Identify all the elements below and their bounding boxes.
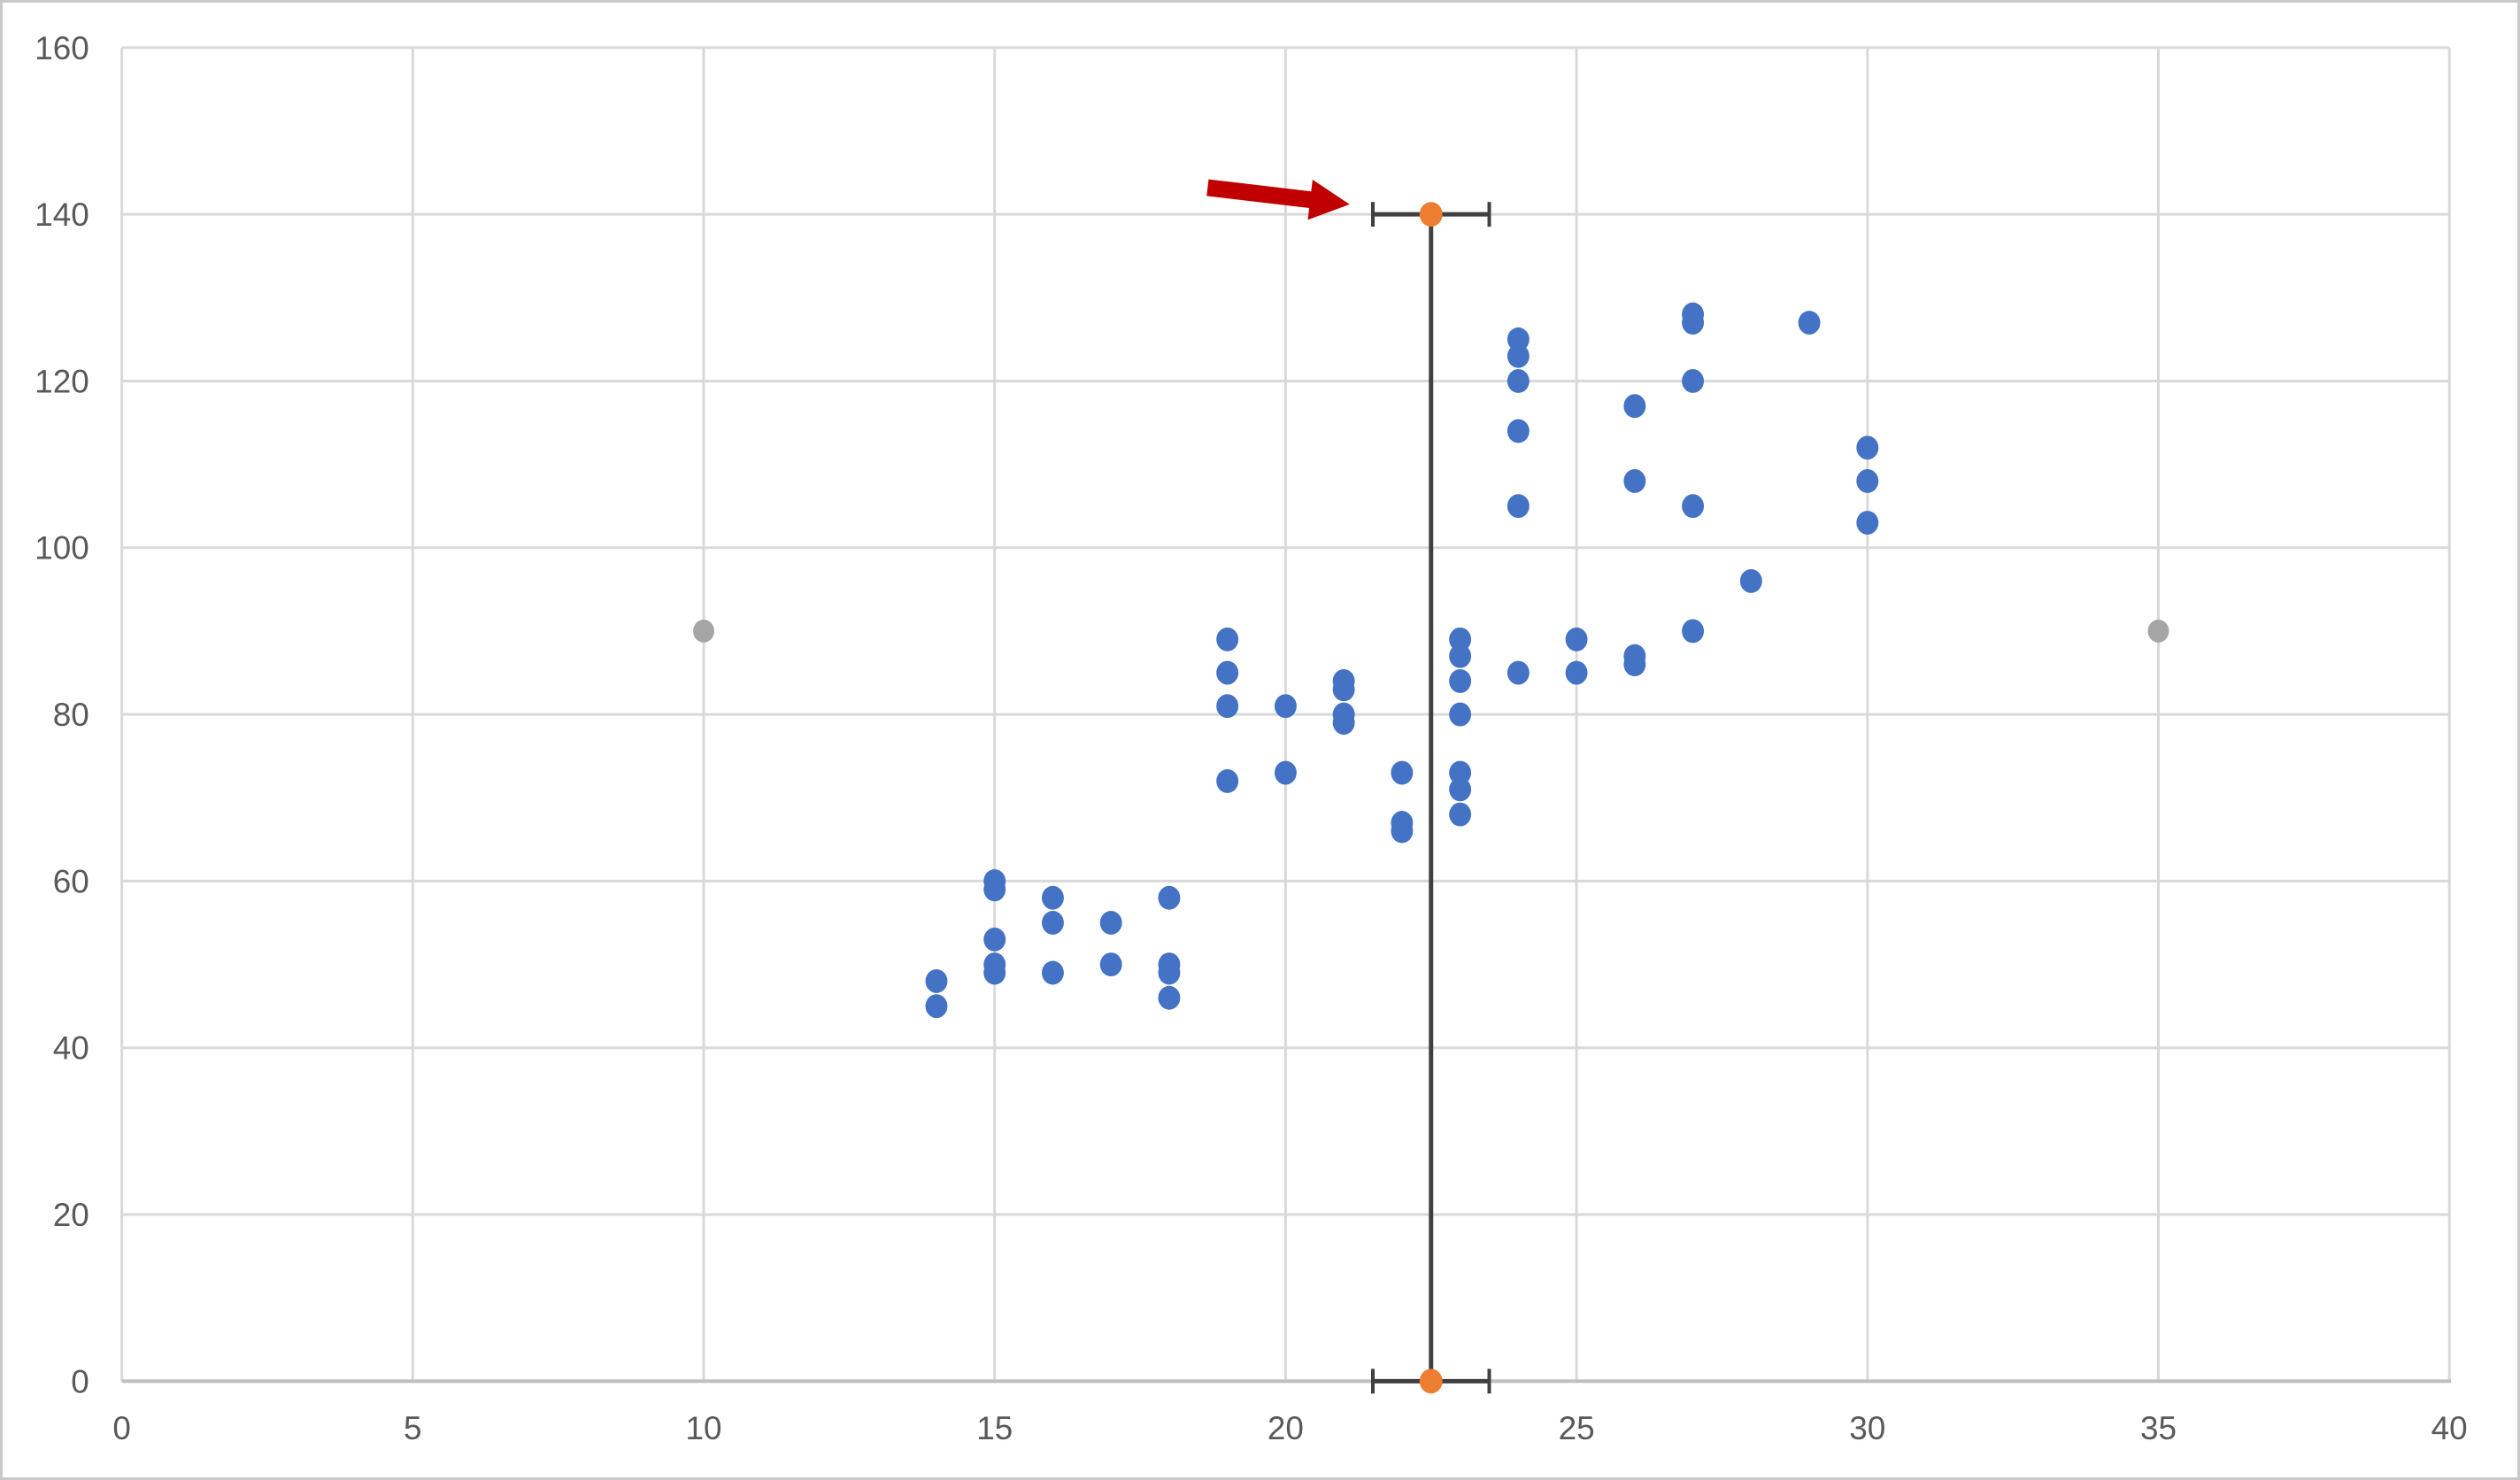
y-tick-label: 60 <box>53 863 89 899</box>
data-point-main-scatter-data <box>1158 960 1181 985</box>
data-point-main-scatter-data <box>1216 768 1239 793</box>
x-tick-label: 10 <box>686 1410 722 1446</box>
data-point-main-scatter-data <box>1856 511 1879 535</box>
y-tick-label: 20 <box>53 1197 89 1233</box>
data-point-main-scatter-data <box>1507 327 1530 351</box>
data-point-main-scatter-data <box>983 927 1006 952</box>
x-tick-label: 40 <box>2431 1410 2468 1446</box>
data-point-main-scatter-data <box>1682 619 1705 644</box>
x-tick-label: 30 <box>1849 1410 1885 1446</box>
y-tick-label: 40 <box>53 1030 89 1067</box>
x-tick-label: 25 <box>1559 1410 1595 1446</box>
data-point-main-scatter-data <box>925 968 948 993</box>
x-tick-label: 5 <box>404 1410 422 1446</box>
data-point-main-scatter-data <box>1449 644 1472 668</box>
y-tick-label: 120 <box>35 363 89 399</box>
data-point-main-scatter-data <box>1216 627 1239 651</box>
data-point-main-scatter-data <box>1449 668 1472 693</box>
data-point-main-scatter-data <box>1041 960 1064 985</box>
data-point-main-scatter-data <box>1507 494 1530 519</box>
data-point-main-scatter-data <box>1449 777 1472 802</box>
data-point-gray-reference-points <box>693 619 714 643</box>
data-point-main-scatter-data <box>1158 985 1181 1010</box>
data-point-main-scatter-data <box>1507 369 1530 393</box>
data-point-main-scatter-data <box>1507 660 1530 685</box>
data-point-main-scatter-data <box>1332 711 1355 735</box>
data-point-main-scatter-data <box>1449 802 1472 827</box>
data-point-main-scatter-data <box>1449 702 1472 727</box>
data-point-main-scatter-data <box>1682 494 1705 519</box>
data-point-main-scatter-data <box>1565 660 1588 685</box>
data-point-main-scatter-data <box>1041 885 1064 910</box>
data-point-main-scatter-data <box>1623 469 1646 493</box>
data-point-main-scatter-data <box>1682 369 1705 393</box>
data-point-main-scatter-data <box>1449 760 1472 785</box>
y-tick-label: 0 <box>71 1363 89 1399</box>
data-point-main-scatter-data <box>1041 911 1064 935</box>
y-tick-label: 140 <box>35 197 89 233</box>
y-tick-label: 160 <box>35 30 89 66</box>
x-tick-label: 20 <box>1268 1410 1304 1446</box>
data-point-main-scatter-data <box>1391 819 1414 844</box>
x-tick-label: 15 <box>976 1410 1013 1446</box>
data-point-main-scatter-data <box>1623 394 1646 419</box>
data-point-main-scatter-data <box>1507 419 1530 443</box>
data-point-main-scatter-data <box>983 877 1006 902</box>
data-point-main-scatter-data <box>1099 911 1122 935</box>
data-point-orange-highlight-points <box>1419 202 1443 227</box>
y-tick-label: 80 <box>53 697 89 733</box>
data-point-main-scatter-data <box>1332 677 1355 702</box>
data-point-main-scatter-data <box>1158 885 1181 910</box>
data-point-main-scatter-data <box>1507 343 1530 368</box>
data-point-main-scatter-data <box>1856 469 1879 493</box>
y-tick-label: 100 <box>35 530 89 567</box>
x-tick-label: 35 <box>2140 1410 2177 1446</box>
data-point-main-scatter-data <box>1099 952 1122 977</box>
data-point-main-scatter-data <box>1391 760 1414 785</box>
data-point-main-scatter-data <box>1739 568 1762 593</box>
data-point-main-scatter-data <box>1798 311 1821 335</box>
data-point-orange-highlight-points <box>1419 1368 1443 1394</box>
data-point-main-scatter-data <box>1216 660 1239 685</box>
x-tick-label: 0 <box>112 1410 131 1446</box>
data-point-main-scatter-data <box>1449 627 1472 651</box>
data-point-main-scatter-data <box>1274 694 1297 719</box>
chart-canvas: 0 5 10 15 20 25 30 35 40 0 20 40 60 80 100 120 140 160 <box>35 30 2468 1446</box>
data-point-main-scatter-data <box>925 994 948 1019</box>
data-point-main-scatter-data <box>1623 652 1646 677</box>
data-point-main-scatter-data <box>1565 627 1588 651</box>
data-point-gray-reference-points <box>2147 619 2169 643</box>
data-point-main-scatter-data <box>1682 311 1705 335</box>
data-point-main-scatter-data <box>983 960 1006 985</box>
data-point-main-scatter-data <box>1216 694 1239 719</box>
data-point-main-scatter-data <box>1856 436 1879 460</box>
data-point-main-scatter-data <box>1274 760 1297 785</box>
red-arrow-icon <box>1206 179 1350 220</box>
